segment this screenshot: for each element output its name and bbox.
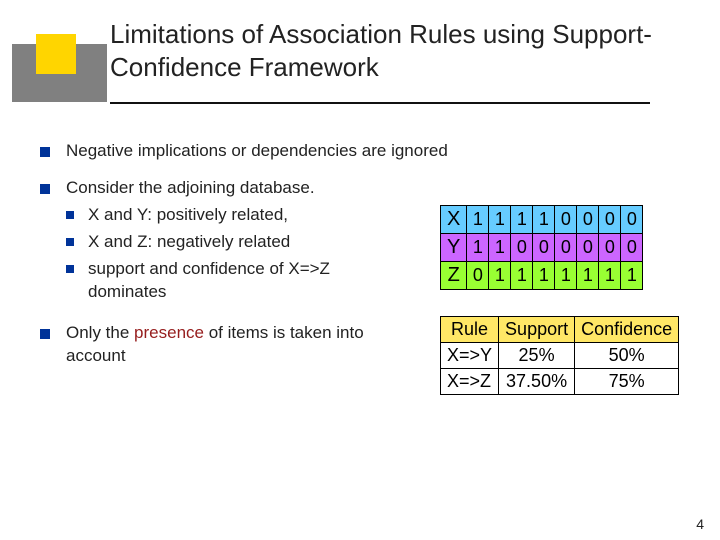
bullet-1: Negative implications or dependencies ar… — [40, 140, 680, 163]
sub-bullet-text: support and confidence of X=>Z dominates — [88, 258, 395, 304]
rules-row: X=>Y25%50% — [441, 343, 679, 369]
db-cell: 0 — [577, 234, 599, 262]
db-cell: 1 — [489, 206, 511, 234]
db-cell: 1 — [599, 262, 621, 290]
db-row: Y11000000 — [441, 234, 643, 262]
db-cell: 0 — [577, 206, 599, 234]
db-row-label: X — [441, 206, 467, 234]
db-cell: 1 — [533, 206, 555, 234]
sub-bullet: support and confidence of X=>Z dominates — [66, 258, 395, 304]
bullet-icon — [40, 329, 50, 339]
sub-bullet-text: X and Z: negatively related — [88, 231, 290, 254]
right-column: X11110000Y11000000Z01111111 RuleSupportC… — [440, 205, 679, 395]
db-cell: 1 — [489, 234, 511, 262]
rules-cell-confidence: 75% — [575, 369, 679, 395]
bullet-3-em: presence — [134, 323, 204, 342]
db-cell: 1 — [555, 262, 577, 290]
sub-bullet: X and Z: negatively related — [66, 231, 395, 254]
sub-bullet: X and Y: positively related, — [66, 204, 395, 227]
rules-cell-confidence: 50% — [575, 343, 679, 369]
bullet-icon — [40, 147, 50, 157]
rules-cell-support: 25% — [499, 343, 575, 369]
rules-row: X=>Z37.50%75% — [441, 369, 679, 395]
db-cell: 0 — [511, 234, 533, 262]
db-cell: 0 — [621, 234, 643, 262]
db-cell: 1 — [511, 262, 533, 290]
database-table: X11110000Y11000000Z01111111 — [440, 205, 643, 290]
rules-cell-rule: X=>Z — [441, 369, 499, 395]
db-cell: 0 — [533, 234, 555, 262]
db-cell: 1 — [533, 262, 555, 290]
db-cell: 0 — [555, 234, 577, 262]
db-cell: 1 — [467, 206, 489, 234]
db-cell: 1 — [489, 262, 511, 290]
db-cell: 1 — [511, 206, 533, 234]
db-cell: 1 — [621, 262, 643, 290]
rules-header-cell: Rule — [441, 317, 499, 343]
bullet-3: Only the presence of items is taken into… — [40, 322, 395, 368]
slide-title: Limitations of Association Rules using S… — [110, 18, 670, 83]
db-cell: 1 — [467, 234, 489, 262]
db-cell: 0 — [467, 262, 489, 290]
db-row: Z01111111 — [441, 262, 643, 290]
sub-bullet-icon — [66, 265, 74, 273]
title-accent-yellow — [36, 34, 76, 74]
db-row-label: Y — [441, 234, 467, 262]
rules-cell-support: 37.50% — [499, 369, 575, 395]
sub-bullet-icon — [66, 211, 74, 219]
bullet-3-pre: Only the — [66, 323, 134, 342]
db-cell: 1 — [577, 262, 599, 290]
sub-bullet-icon — [66, 238, 74, 246]
bullet-icon — [40, 184, 50, 194]
db-cell: 0 — [555, 206, 577, 234]
sub-bullet-text: X and Y: positively related, — [88, 204, 288, 227]
db-cell: 0 — [621, 206, 643, 234]
page-number: 4 — [696, 516, 704, 532]
db-cell: 0 — [599, 234, 621, 262]
rules-cell-rule: X=>Y — [441, 343, 499, 369]
bullet-1-text: Negative implications or dependencies ar… — [66, 140, 448, 163]
db-cell: 0 — [599, 206, 621, 234]
bullet-2-sublist: X and Y: positively related, X and Z: ne… — [66, 204, 395, 304]
db-row: X11110000 — [441, 206, 643, 234]
rules-header-cell: Support — [499, 317, 575, 343]
rules-table: RuleSupportConfidence X=>Y25%50%X=>Z37.5… — [440, 316, 679, 395]
db-row-label: Z — [441, 262, 467, 290]
bullet-3-text: Only the presence of items is taken into… — [66, 322, 395, 368]
bullet-2-text: Consider the adjoining database. — [66, 177, 315, 200]
rules-header-cell: Confidence — [575, 317, 679, 343]
title-underline — [110, 102, 650, 104]
bullet-2: Consider the adjoining database. — [40, 177, 395, 200]
